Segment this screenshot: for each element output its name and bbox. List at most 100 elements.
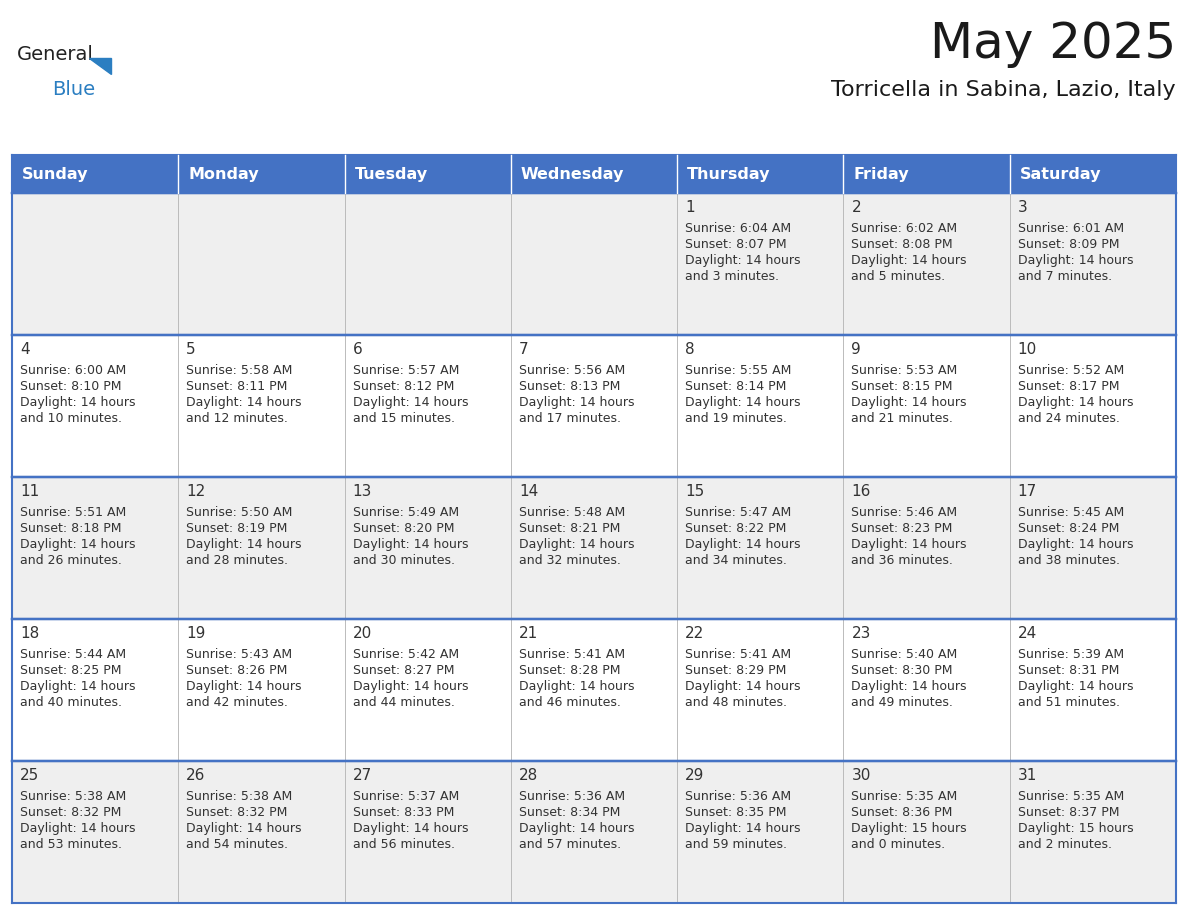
Text: 21: 21 (519, 626, 538, 641)
Bar (345, 335, 511, 477)
Text: and 19 minutes.: and 19 minutes. (685, 412, 786, 425)
Text: Sunrise: 5:57 AM: Sunrise: 5:57 AM (353, 364, 459, 377)
Bar (1010, 761, 1176, 903)
Text: Sunrise: 5:56 AM: Sunrise: 5:56 AM (519, 364, 625, 377)
Text: and 17 minutes.: and 17 minutes. (519, 412, 621, 425)
Text: Sunset: 8:34 PM: Sunset: 8:34 PM (519, 806, 620, 819)
Text: 6: 6 (353, 342, 362, 357)
Text: Sunrise: 5:43 AM: Sunrise: 5:43 AM (187, 648, 292, 661)
Text: and 46 minutes.: and 46 minutes. (519, 696, 621, 709)
Text: 27: 27 (353, 768, 372, 783)
Text: Sunrise: 5:38 AM: Sunrise: 5:38 AM (20, 790, 126, 803)
Text: and 34 minutes.: and 34 minutes. (685, 554, 786, 567)
Text: General: General (17, 45, 94, 64)
Text: Sunset: 8:12 PM: Sunset: 8:12 PM (353, 380, 454, 393)
Text: and 54 minutes.: and 54 minutes. (187, 838, 289, 851)
Text: Sunrise: 6:01 AM: Sunrise: 6:01 AM (1018, 222, 1124, 235)
Text: 4: 4 (20, 342, 30, 357)
Text: Sunset: 8:33 PM: Sunset: 8:33 PM (353, 806, 454, 819)
Text: 10: 10 (1018, 342, 1037, 357)
Text: Sunset: 8:21 PM: Sunset: 8:21 PM (519, 522, 620, 535)
Polygon shape (89, 58, 110, 74)
Bar (843, 155, 1010, 193)
Bar (12, 155, 178, 193)
Text: 5: 5 (187, 342, 196, 357)
Text: Daylight: 14 hours: Daylight: 14 hours (852, 680, 967, 693)
Text: Blue: Blue (52, 80, 95, 99)
Text: Daylight: 14 hours: Daylight: 14 hours (20, 538, 135, 551)
Text: Daylight: 14 hours: Daylight: 14 hours (685, 396, 801, 409)
Text: Daylight: 14 hours: Daylight: 14 hours (20, 680, 135, 693)
Text: Daylight: 14 hours: Daylight: 14 hours (519, 538, 634, 551)
Text: and 24 minutes.: and 24 minutes. (1018, 412, 1119, 425)
Text: and 49 minutes.: and 49 minutes. (852, 696, 953, 709)
Text: Sunset: 8:19 PM: Sunset: 8:19 PM (187, 522, 287, 535)
Text: Wednesday: Wednesday (520, 166, 624, 182)
Bar (511, 193, 677, 335)
Text: Sunrise: 5:37 AM: Sunrise: 5:37 AM (353, 790, 459, 803)
Text: and 7 minutes.: and 7 minutes. (1018, 270, 1112, 283)
Text: Daylight: 14 hours: Daylight: 14 hours (1018, 254, 1133, 267)
Text: 15: 15 (685, 484, 704, 499)
Text: and 21 minutes.: and 21 minutes. (852, 412, 953, 425)
Text: Sunset: 8:32 PM: Sunset: 8:32 PM (187, 806, 287, 819)
Text: Daylight: 14 hours: Daylight: 14 hours (1018, 396, 1133, 409)
Text: Sunset: 8:14 PM: Sunset: 8:14 PM (685, 380, 786, 393)
Text: 7: 7 (519, 342, 529, 357)
Bar (178, 619, 345, 761)
Text: Sunset: 8:07 PM: Sunset: 8:07 PM (685, 238, 786, 251)
Text: Daylight: 14 hours: Daylight: 14 hours (685, 822, 801, 835)
Text: Daylight: 14 hours: Daylight: 14 hours (685, 254, 801, 267)
Text: and 30 minutes.: and 30 minutes. (353, 554, 455, 567)
Bar (511, 477, 677, 619)
Bar (345, 619, 511, 761)
Text: 13: 13 (353, 484, 372, 499)
Text: Sunrise: 5:51 AM: Sunrise: 5:51 AM (20, 506, 126, 519)
Bar (12, 619, 178, 761)
Text: and 56 minutes.: and 56 minutes. (353, 838, 455, 851)
Text: Sunset: 8:20 PM: Sunset: 8:20 PM (353, 522, 454, 535)
Bar (1010, 193, 1176, 335)
Bar (511, 335, 677, 477)
Bar (843, 193, 1010, 335)
Text: Sunrise: 5:44 AM: Sunrise: 5:44 AM (20, 648, 126, 661)
Text: Daylight: 14 hours: Daylight: 14 hours (852, 254, 967, 267)
Text: Sunrise: 5:42 AM: Sunrise: 5:42 AM (353, 648, 459, 661)
Text: Sunset: 8:22 PM: Sunset: 8:22 PM (685, 522, 786, 535)
Text: and 15 minutes.: and 15 minutes. (353, 412, 455, 425)
Text: Sunrise: 5:47 AM: Sunrise: 5:47 AM (685, 506, 791, 519)
Bar (677, 193, 843, 335)
Text: Daylight: 14 hours: Daylight: 14 hours (1018, 538, 1133, 551)
Text: 26: 26 (187, 768, 206, 783)
Text: Sunset: 8:10 PM: Sunset: 8:10 PM (20, 380, 121, 393)
Text: Daylight: 14 hours: Daylight: 14 hours (353, 680, 468, 693)
Text: Sunrise: 5:49 AM: Sunrise: 5:49 AM (353, 506, 459, 519)
Text: and 38 minutes.: and 38 minutes. (1018, 554, 1120, 567)
Text: Daylight: 14 hours: Daylight: 14 hours (519, 680, 634, 693)
Text: 29: 29 (685, 768, 704, 783)
Text: and 53 minutes.: and 53 minutes. (20, 838, 122, 851)
Text: Daylight: 14 hours: Daylight: 14 hours (353, 538, 468, 551)
Text: Sunrise: 6:02 AM: Sunrise: 6:02 AM (852, 222, 958, 235)
Text: 25: 25 (20, 768, 39, 783)
Text: Sunrise: 5:55 AM: Sunrise: 5:55 AM (685, 364, 791, 377)
Bar (677, 335, 843, 477)
Text: and 48 minutes.: and 48 minutes. (685, 696, 788, 709)
Bar (677, 619, 843, 761)
Bar (511, 619, 677, 761)
Bar (677, 761, 843, 903)
Text: Daylight: 14 hours: Daylight: 14 hours (852, 538, 967, 551)
Text: Sunset: 8:23 PM: Sunset: 8:23 PM (852, 522, 953, 535)
Text: Sunset: 8:35 PM: Sunset: 8:35 PM (685, 806, 786, 819)
Text: Sunset: 8:09 PM: Sunset: 8:09 PM (1018, 238, 1119, 251)
Text: Saturday: Saturday (1019, 166, 1101, 182)
Text: Daylight: 14 hours: Daylight: 14 hours (685, 538, 801, 551)
Text: Daylight: 14 hours: Daylight: 14 hours (187, 538, 302, 551)
Text: Sunrise: 5:36 AM: Sunrise: 5:36 AM (685, 790, 791, 803)
Text: Tuesday: Tuesday (354, 166, 428, 182)
Bar (843, 619, 1010, 761)
Bar (843, 477, 1010, 619)
Text: Sunset: 8:29 PM: Sunset: 8:29 PM (685, 664, 786, 677)
Bar (178, 477, 345, 619)
Text: Sunrise: 5:53 AM: Sunrise: 5:53 AM (852, 364, 958, 377)
